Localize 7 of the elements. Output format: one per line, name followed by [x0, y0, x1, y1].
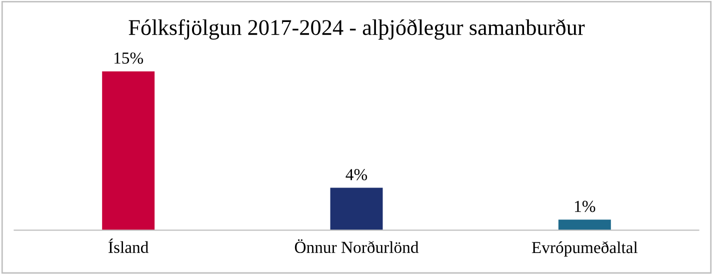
x-tick-label: Ísland — [108, 238, 148, 253]
data-label: 1% — [575, 200, 596, 212]
data-label: 15% — [114, 52, 144, 64]
x-tick-label: Önnur Norðurlönd — [294, 239, 419, 253]
chart-title: Fólksfjölgun 2017-2024 - alþjóðlegur samanburður — [128, 19, 585, 40]
data-label: 4% — [346, 168, 368, 180]
x-tick-label: Evrópumeðaltal — [532, 241, 638, 257]
